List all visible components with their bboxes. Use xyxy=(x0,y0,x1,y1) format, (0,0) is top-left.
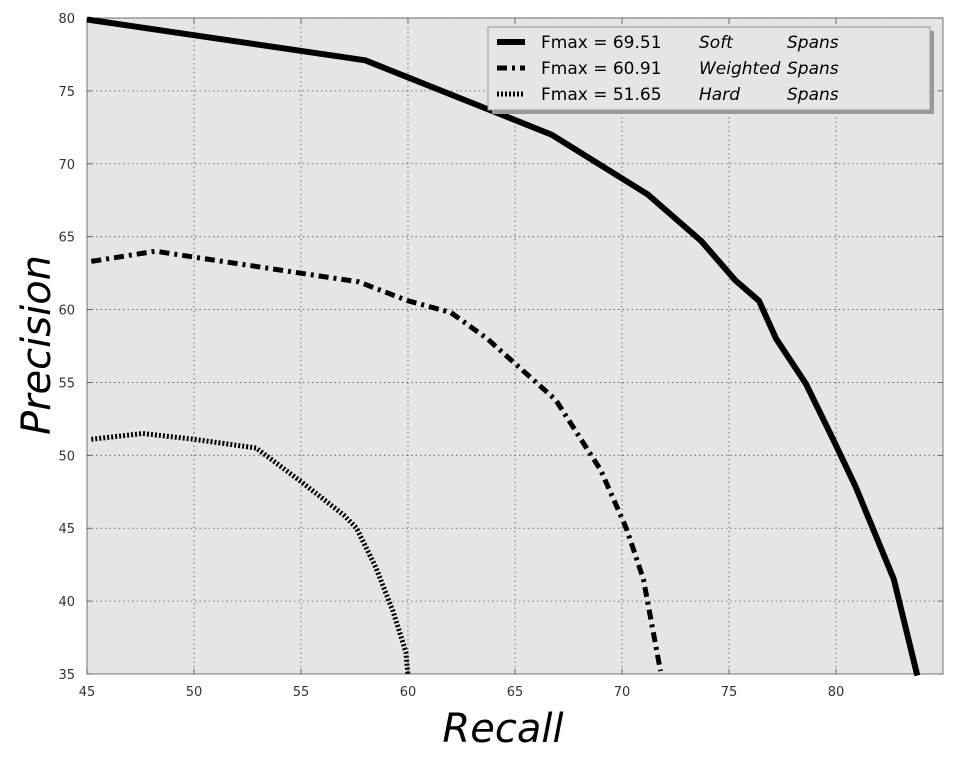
legend-label: Fmax = 60.91 xyxy=(541,59,662,79)
y-tick-label: 70 xyxy=(58,158,75,173)
legend-method: Weighted xyxy=(699,59,781,79)
legend-kind: Spans xyxy=(787,33,839,53)
series-lines xyxy=(86,16,921,677)
y-tick-label: 35 xyxy=(58,668,75,683)
legend-kind: Spans xyxy=(787,85,839,105)
series-line-dotted xyxy=(91,431,411,676)
series-line-dashdot xyxy=(90,248,663,672)
x-tick-label: 70 xyxy=(614,685,631,700)
y-tick-label: 75 xyxy=(58,85,75,100)
x-tick-label: 75 xyxy=(721,685,738,700)
x-tick-label: 60 xyxy=(400,685,417,700)
x-axis-ticks: 45 50 55 60 65 70 75 80 xyxy=(79,18,845,700)
legend-items: Fmax = 69.51 Soft Spans Fmax = 60.91 Weighte… xyxy=(497,33,839,105)
y-axis-ticks: 35 40 45 50 55 60 65 70 75 80 xyxy=(58,12,943,683)
y-tick-label: 60 xyxy=(58,304,75,319)
y-tick-label: 55 xyxy=(58,376,75,391)
y-tick-label: 65 xyxy=(58,231,75,246)
legend-method: Hard xyxy=(699,85,740,105)
plot-area xyxy=(86,17,944,675)
x-tick-label: 50 xyxy=(186,685,203,700)
series-line-solid xyxy=(86,16,921,677)
x-tick-label: 80 xyxy=(828,685,845,700)
y-tick-label: 80 xyxy=(58,12,75,27)
x-tick-label: 45 xyxy=(79,685,96,700)
legend-label: Fmax = 69.51 xyxy=(541,33,662,53)
y-tick-label: 45 xyxy=(58,522,75,537)
legend-label: Fmax = 51.65 xyxy=(541,85,662,105)
x-tick-label: 65 xyxy=(507,685,524,700)
legend-kind: Spans xyxy=(787,59,839,79)
legend: Fmax = 69.51 Soft Spans Fmax = 60.91 Weighte… xyxy=(487,26,934,114)
y-axis-title: Precision xyxy=(14,255,60,435)
legend-box xyxy=(487,26,931,111)
y-tick-label: 50 xyxy=(58,449,75,464)
x-axis-title: Recall xyxy=(442,706,563,752)
y-tick-label: 40 xyxy=(58,595,75,610)
legend-method: Soft xyxy=(699,33,734,53)
x-tick-label: 55 xyxy=(293,685,310,700)
